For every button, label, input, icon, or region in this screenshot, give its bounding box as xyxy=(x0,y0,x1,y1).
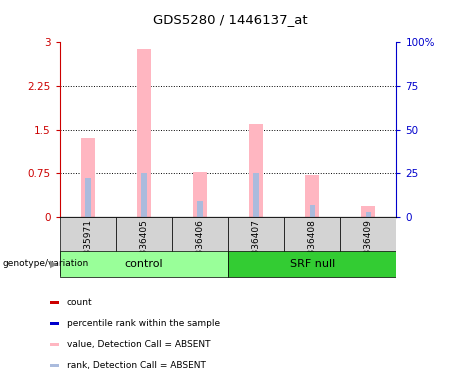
Bar xyxy=(60,217,116,276)
Text: GSM336408: GSM336408 xyxy=(308,219,317,274)
Bar xyxy=(50,301,59,304)
Bar xyxy=(249,124,263,217)
Bar xyxy=(85,178,91,217)
Bar xyxy=(340,217,396,276)
Text: GSM336409: GSM336409 xyxy=(364,219,373,274)
Text: rank, Detection Call = ABSENT: rank, Detection Call = ABSENT xyxy=(67,361,206,370)
Bar xyxy=(193,172,207,217)
Bar xyxy=(141,173,147,217)
Bar xyxy=(228,217,284,276)
Text: control: control xyxy=(125,259,163,269)
Text: percentile rank within the sample: percentile rank within the sample xyxy=(67,319,220,328)
Text: GSM335971: GSM335971 xyxy=(83,219,93,274)
Text: ▶: ▶ xyxy=(50,259,58,269)
Bar xyxy=(81,138,95,217)
Bar xyxy=(116,217,172,276)
Bar xyxy=(361,207,375,217)
Bar xyxy=(60,251,228,277)
Bar xyxy=(309,205,315,217)
Text: genotype/variation: genotype/variation xyxy=(2,260,89,268)
Bar xyxy=(305,175,319,217)
Bar xyxy=(254,173,259,217)
Text: GSM336405: GSM336405 xyxy=(140,219,148,274)
Text: GSM336407: GSM336407 xyxy=(252,219,261,274)
Text: SRF null: SRF null xyxy=(290,259,335,269)
Bar xyxy=(50,343,59,346)
Text: GDS5280 / 1446137_at: GDS5280 / 1446137_at xyxy=(153,13,308,26)
Bar xyxy=(172,217,228,276)
Bar xyxy=(50,364,59,367)
Text: count: count xyxy=(67,298,92,307)
Bar xyxy=(228,251,396,277)
Bar xyxy=(50,322,59,325)
Text: value, Detection Call = ABSENT: value, Detection Call = ABSENT xyxy=(67,340,210,349)
Bar xyxy=(197,201,203,217)
Bar xyxy=(284,217,340,276)
Bar xyxy=(366,212,371,217)
Text: GSM336406: GSM336406 xyxy=(195,219,205,274)
Bar xyxy=(137,49,151,217)
